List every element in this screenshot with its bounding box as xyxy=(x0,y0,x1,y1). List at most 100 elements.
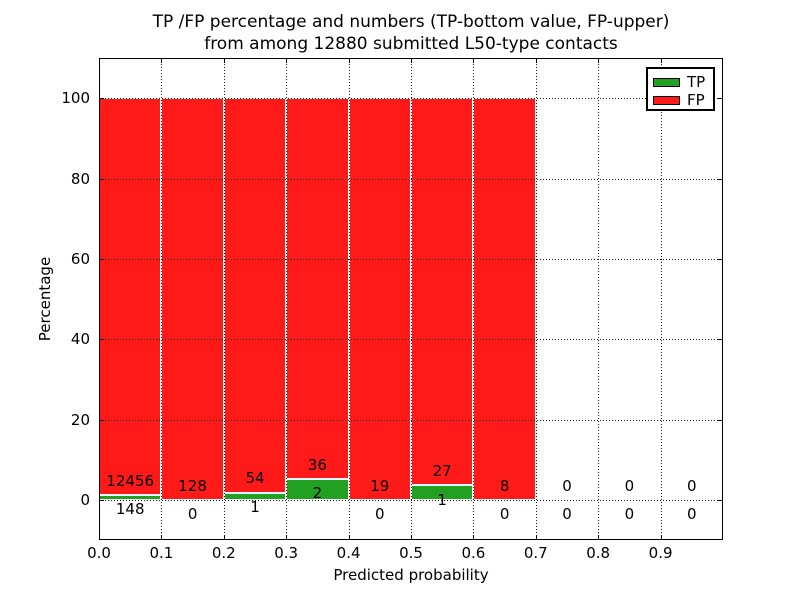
vertical-gridline xyxy=(224,58,225,540)
horizontal-gridline xyxy=(99,339,723,340)
x-tick-mark xyxy=(286,535,287,539)
horizontal-gridline xyxy=(99,259,723,260)
tp-count-label: 1 xyxy=(250,497,260,516)
chart-title: TP /FP percentage and numbers (TP-bottom… xyxy=(99,11,723,55)
tp-count-label: 0 xyxy=(687,504,697,523)
fp-count-label: 27 xyxy=(432,462,452,481)
tp-count-label: 0 xyxy=(375,504,385,523)
y-tick-mark xyxy=(100,98,104,99)
x-tick-label: 0.9 xyxy=(648,544,673,562)
fp-legend-label: FP xyxy=(687,91,705,109)
y-tick-mark-right xyxy=(718,259,722,260)
fp-bar xyxy=(286,98,349,479)
tp-legend-label: TP xyxy=(687,73,706,91)
top-spine xyxy=(99,58,723,59)
x-tick-label: 0.5 xyxy=(399,544,423,562)
fp-count-label: 36 xyxy=(307,455,327,474)
x-tick-mark xyxy=(349,535,350,539)
tp-count-label: 2 xyxy=(312,483,323,502)
y-tick-label: 40 xyxy=(70,330,90,349)
legend-entry-tp: TP xyxy=(653,73,713,91)
horizontal-gridline xyxy=(99,500,723,501)
x-tick-mark xyxy=(536,535,537,539)
y-tick-mark xyxy=(100,420,104,421)
fp-bar xyxy=(348,98,411,500)
right-spine xyxy=(722,58,723,540)
y-tick-label: 100 xyxy=(61,89,90,108)
x-tick-label: 0.1 xyxy=(149,544,174,562)
x-tick-mark xyxy=(598,535,599,539)
x-tick-mark-top xyxy=(161,59,162,63)
y-tick-mark-right xyxy=(718,179,722,180)
y-tick-label: 60 xyxy=(70,249,90,268)
vertical-gridline xyxy=(536,58,537,540)
vertical-gridline xyxy=(661,58,662,540)
y-tick-mark xyxy=(100,339,104,340)
fp-bar xyxy=(223,98,287,493)
y-tick-mark xyxy=(100,179,104,180)
horizontal-gridline xyxy=(99,420,723,421)
y-tick-mark-right xyxy=(718,500,722,501)
x-tick-mark xyxy=(224,535,225,539)
y-tick-mark-right xyxy=(718,98,722,99)
x-tick-label: 0.2 xyxy=(211,544,236,562)
x-tick-mark xyxy=(661,535,662,539)
x-tick-mark-top xyxy=(99,59,100,63)
y-tick-mark xyxy=(100,500,104,501)
tp-legend-swatch xyxy=(653,77,680,87)
horizontal-gridline xyxy=(99,179,723,180)
fp-bar xyxy=(161,98,224,500)
x-tick-mark-top xyxy=(411,59,412,63)
fp-count-label: 128 xyxy=(178,476,207,495)
legend-entry-fp: FP xyxy=(653,91,713,109)
bottom-spine xyxy=(99,539,723,540)
fp-bar xyxy=(411,98,474,486)
x-tick-mark xyxy=(99,535,100,539)
x-tick-mark xyxy=(411,535,412,539)
x-tick-label: 0.8 xyxy=(586,544,611,562)
y-tick-mark-right xyxy=(718,339,722,340)
fp-count-label: 12456 xyxy=(106,472,155,491)
fp-count-label: 0 xyxy=(562,476,572,495)
fp-count-label: 0 xyxy=(624,476,635,495)
x-tick-mark xyxy=(161,535,162,539)
fp-bar xyxy=(99,98,162,496)
x-tick-label: 0.3 xyxy=(274,544,299,562)
legend: TP FP xyxy=(646,67,715,111)
x-tick-mark-top xyxy=(286,59,287,63)
y-tick-label: 20 xyxy=(70,410,90,429)
y-axis-label: Percentage xyxy=(36,256,54,342)
y-tick-mark-right xyxy=(718,420,722,421)
y-tick-label: 0 xyxy=(80,490,90,509)
x-tick-mark-top xyxy=(473,59,474,63)
tp-count-label: 0 xyxy=(624,504,635,523)
horizontal-gridline xyxy=(99,98,723,99)
x-tick-label: 0.6 xyxy=(461,544,486,562)
vertical-gridline xyxy=(598,58,599,540)
x-tick-mark-top xyxy=(661,59,662,63)
tp-count-label: 0 xyxy=(187,504,198,523)
tp-count-label: 0 xyxy=(562,504,572,523)
x-tick-mark-top xyxy=(224,59,225,63)
vertical-gridline xyxy=(161,58,162,540)
fp-count-label: 19 xyxy=(370,476,390,495)
vertical-gridline xyxy=(411,58,412,540)
vertical-gridline xyxy=(473,58,474,540)
x-tick-mark-top xyxy=(536,59,537,63)
left-spine xyxy=(99,58,100,540)
chart-title-line2: from among 12880 submitted L50-type cont… xyxy=(204,34,618,54)
tp-count-label: 0 xyxy=(499,504,510,523)
x-axis-label: Predicted probability xyxy=(333,566,489,584)
fp-legend-swatch xyxy=(653,95,680,105)
fp-count-label: 8 xyxy=(499,476,510,495)
x-tick-label: 0.4 xyxy=(336,544,361,562)
plot-area: 12456 148 128 0 54 1 36 2 19 0 27 1 8 0 0 0 0 0 0 0 xyxy=(99,58,723,540)
fp-count-label: 54 xyxy=(245,469,265,488)
fp-count-label: 0 xyxy=(687,476,697,495)
fp-bar xyxy=(473,98,536,500)
tp-count-label: 1 xyxy=(437,490,447,509)
x-tick-mark-top xyxy=(598,59,599,63)
vertical-gridline xyxy=(349,58,350,540)
y-tick-mark xyxy=(100,259,104,260)
